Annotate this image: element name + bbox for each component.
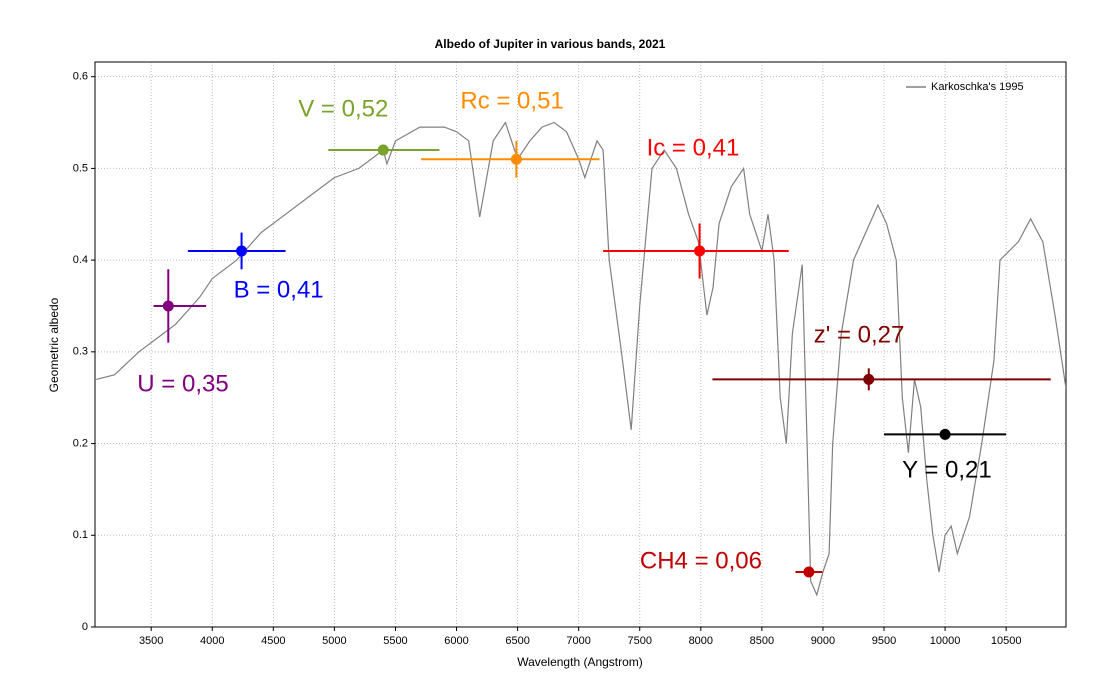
band-label: U = 0,35 [137,370,228,397]
x-tick-label: 8000 [689,635,713,647]
x-tick-label: 9500 [872,635,896,647]
band-point [803,566,815,578]
x-tick-label: 4000 [200,635,224,647]
x-tick-label: 7500 [627,635,651,647]
band-point [939,428,951,440]
plot-frame [94,61,1067,628]
band-label: V = 0,52 [298,95,388,122]
band-label: B = 0,41 [234,276,324,303]
x-tick-label: 3500 [139,635,163,647]
y-axis-label: Geometric albedo [47,297,61,392]
band-point [377,144,389,156]
band-point [162,300,174,312]
x-tick-label: 6500 [505,635,529,647]
y-tick-label: 0 [82,621,88,633]
y-tick-label: 0.2 [73,437,88,449]
spectrum-line [96,121,1066,597]
band-label: Ic = 0,41 [647,134,740,161]
x-tick-label: 10000 [930,635,961,647]
band-point [694,245,706,257]
chart-title: Albedo of Jupiter in various bands, 2021 [435,37,666,51]
x-tick-label: 5000 [322,635,346,647]
legend-label: Karkoschka's 1995 [931,81,1024,93]
band-label: Rc = 0,51 [460,88,563,115]
band-label: Y = 0,21 [902,457,992,484]
y-tick-label: 0.1 [73,529,88,541]
band-label: z' = 0,27 [814,322,905,349]
x-tick-label: 6000 [444,635,468,647]
x-tick-label: 7000 [566,635,590,647]
band-label: CH4 = 0,06 [640,547,762,574]
x-tick-label: 10500 [991,635,1022,647]
y-tick-label: 0.6 [73,71,88,83]
y-tick-label: 0.4 [73,254,88,266]
x-axis-label: Wavelength (Angstrom) [517,655,643,669]
band-point [863,373,875,385]
band-point [510,153,522,165]
x-tick-label: 4500 [261,635,285,647]
y-tick-label: 0.3 [73,346,88,358]
y-tick-label: 0.5 [73,162,88,174]
x-tick-label: 8500 [750,635,774,647]
x-tick-label: 9000 [811,635,835,647]
band-point [236,245,248,257]
x-tick-label: 5500 [383,635,407,647]
